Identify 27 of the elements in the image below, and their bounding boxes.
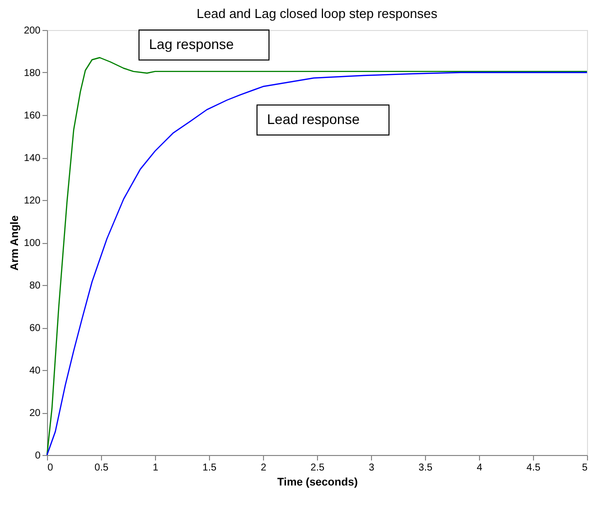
y-tick-label: 40 — [29, 366, 41, 376]
y-tick-label: 200 — [24, 26, 41, 36]
x-tick-label: 3.5 — [418, 462, 433, 474]
x-tick-label: 2.5 — [310, 462, 325, 474]
y-tick-label: 0 — [34, 450, 41, 462]
x-tick-label: 3 — [368, 462, 375, 474]
x-tick-label: 1.5 — [202, 462, 217, 474]
x-tick-label: 0.5 — [94, 462, 109, 474]
x-tick-label: 1 — [152, 462, 159, 474]
y-tick-label: 60 — [29, 323, 41, 334]
y-tick-label: 80 — [29, 280, 41, 292]
series-label: Lag response — [149, 36, 234, 52]
x-tick-label: 4.5 — [526, 462, 541, 474]
y-tick-label: 120 — [24, 196, 41, 206]
y-axis-title: Arm Angle — [8, 215, 21, 271]
chart-title: Lead and Lag closed loop step responses — [196, 6, 438, 21]
x-tick-label: 2 — [260, 462, 267, 474]
y-tick-label: 140 — [24, 153, 41, 164]
x-tick-label: 5 — [582, 462, 588, 474]
x-tick-label: 4 — [476, 462, 483, 474]
y-tick-label: 180 — [24, 68, 41, 79]
y-tick-label: 160 — [24, 110, 41, 122]
y-tick-label: 100 — [24, 238, 41, 249]
x-axis-title: Time (seconds) — [277, 476, 358, 488]
series-label: Lead response — [267, 111, 360, 127]
x-tick-label: 0 — [48, 462, 54, 474]
y-tick-label: 20 — [29, 408, 41, 419]
